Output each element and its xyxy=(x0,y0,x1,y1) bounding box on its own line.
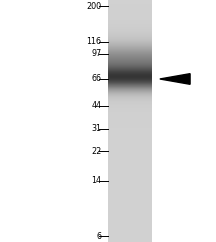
Polygon shape xyxy=(160,74,190,84)
Text: 97: 97 xyxy=(91,49,102,58)
Text: 200: 200 xyxy=(86,2,102,11)
Text: 14: 14 xyxy=(92,176,102,185)
Text: 44: 44 xyxy=(92,101,102,110)
Text: 31: 31 xyxy=(92,124,102,133)
Text: 6: 6 xyxy=(97,232,102,241)
Text: 22: 22 xyxy=(91,147,102,156)
Text: 66: 66 xyxy=(92,75,102,83)
Text: 116: 116 xyxy=(87,38,102,46)
